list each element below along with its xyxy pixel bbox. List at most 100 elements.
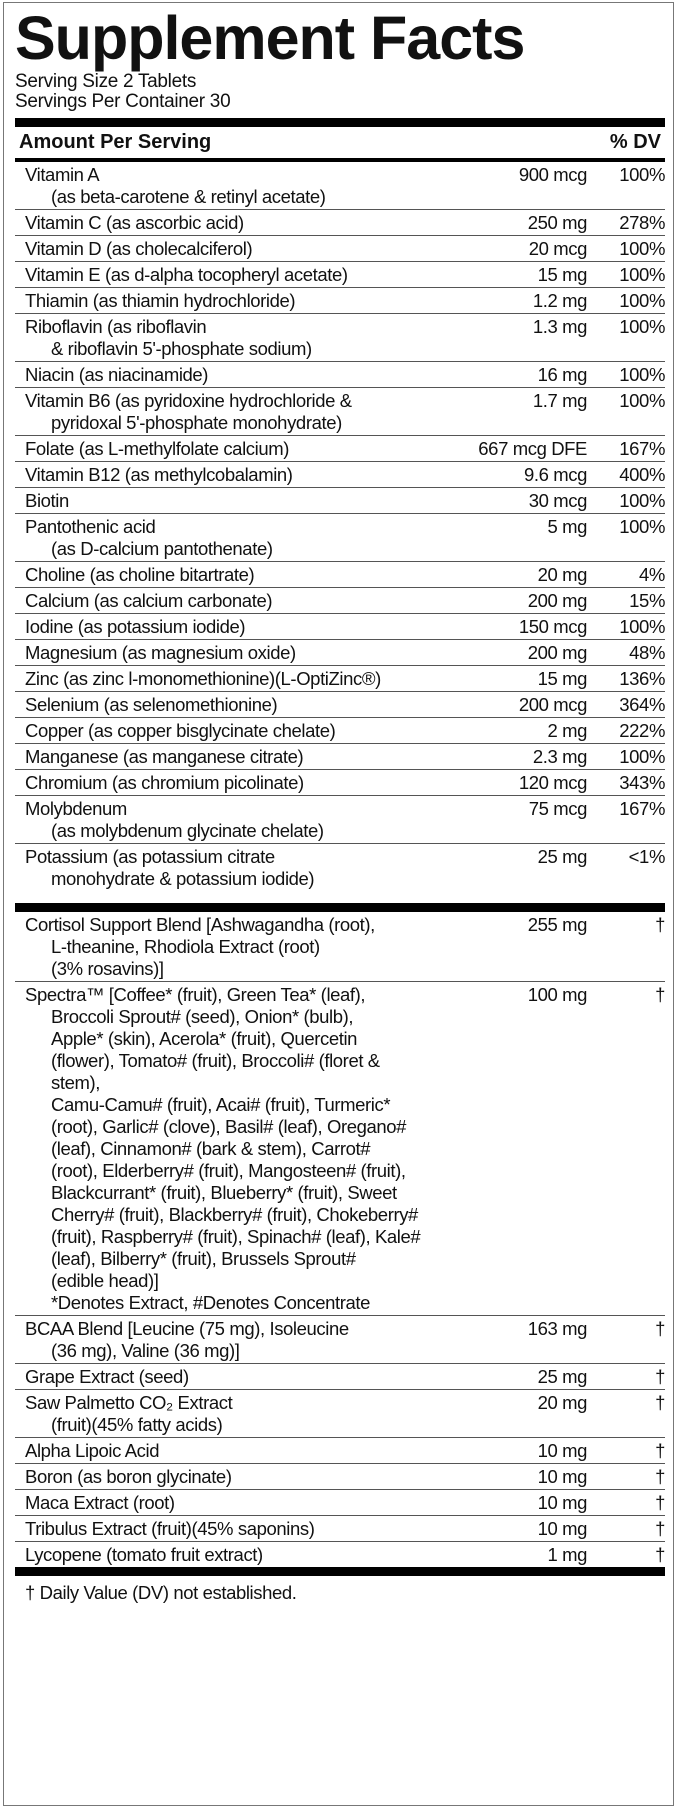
ingredient-detail-line: (as beta-carotene & retinyl acetate) xyxy=(51,186,326,207)
ingredient-name: Cortisol Support Blend [Ashwagandha (roo… xyxy=(15,914,427,980)
ingredient-row: Vitamin E (as d-alpha tocopheryl acetate… xyxy=(15,262,665,288)
ingredient-dv: 100% xyxy=(619,364,665,385)
ingredient-amount: 20 mcg xyxy=(528,238,588,259)
ingredient-name: Zinc (as zinc l-monomethionine)(L-OptiZi… xyxy=(15,668,427,690)
ingredient-row: Maca Extract (root) 10 mg † xyxy=(15,1490,665,1516)
ingredient-dv: 100% xyxy=(619,616,665,637)
ingredient-name-line: Saw Palmetto CO₂ Extract xyxy=(25,1392,233,1413)
ingredient-name: Selenium (as selenomethionine) xyxy=(15,694,427,716)
ingredient-row: Boron (as boron glycinate) 10 mg † xyxy=(15,1464,665,1490)
ingredient-row: Cortisol Support Blend [Ashwagandha (roo… xyxy=(15,912,665,982)
ingredient-name: Folate (as L-methylfolate calcium) xyxy=(15,438,427,460)
ingredient-amount: 100 mg xyxy=(527,984,588,1005)
ingredient-name: Potassium (as potassium citrate monohydra… xyxy=(15,846,427,890)
ingredient-name: Thiamin (as thiamin hydrochloride) xyxy=(15,290,427,312)
ingredient-dv: † xyxy=(655,1366,665,1387)
ingredient-amount: 15 mg xyxy=(537,264,588,285)
ingredient-amount: 255 mg xyxy=(527,914,588,935)
amount-per-serving-header: Amount Per Serving xyxy=(19,131,212,153)
dv-header: % DV xyxy=(609,131,661,153)
vitamins-minerals-section: Vitamin A (as beta-carotene & retinyl ace… xyxy=(15,162,665,903)
ingredient-detail-line: (3% rosavins)] xyxy=(51,958,164,979)
ingredient-row: Vitamin A (as beta-carotene & retinyl ace… xyxy=(15,162,665,210)
ingredient-amount: 120 mcg xyxy=(518,772,588,793)
ingredient-detail-line: & riboflavin 5'-phosphate sodium) xyxy=(51,338,312,359)
ingredient-row: Molybdenum (as molybdenum glycinate chela… xyxy=(15,796,665,844)
ingredient-detail-line: (36 mg), Valine (36 mg)] xyxy=(51,1340,240,1361)
ingredient-name: Tribulus Extract (fruit)(45% saponins) xyxy=(15,1518,427,1540)
ingredient-dv: 343% xyxy=(619,772,665,793)
ingredient-name-line: Folate (as L-methylfolate calcium) xyxy=(25,438,289,459)
ingredient-row: Saw Palmetto CO₂ Extract (fruit)(45% fatt… xyxy=(15,1390,665,1438)
ingredient-detail-line: Cherry# (fruit), Blackberry# (fruit), Ch… xyxy=(51,1204,418,1225)
thick-divider xyxy=(15,1567,665,1576)
blends-section: Cortisol Support Blend [Ashwagandha (roo… xyxy=(15,912,665,1567)
ingredient-amount: 1.3 mg xyxy=(532,316,588,337)
ingredient-name: Choline (as choline bitartrate) xyxy=(15,564,427,586)
ingredient-name-line: BCAA Blend [Leucine (75 mg), Isoleucine xyxy=(25,1318,349,1339)
ingredient-dv: 100% xyxy=(619,516,665,537)
ingredient-name: Copper (as copper bisglycinate chelate) xyxy=(15,720,427,742)
ingredient-name-line: Riboflavin (as riboflavin xyxy=(25,316,207,337)
thick-divider xyxy=(15,903,665,912)
ingredient-detail-line: (root), Garlic# (clove), Basil# (leaf), … xyxy=(51,1116,407,1137)
ingredient-dv: 100% xyxy=(619,290,665,311)
ingredient-detail-line: Broccoli Sprout# (seed), Onion* (bulb), xyxy=(51,1006,354,1027)
thick-divider xyxy=(15,118,665,127)
ingredient-name: Niacin (as niacinamide) xyxy=(15,364,427,386)
ingredient-name-line: Choline (as choline bitartrate) xyxy=(25,564,255,585)
ingredient-name: Saw Palmetto CO₂ Extract (fruit)(45% fatt… xyxy=(15,1392,427,1436)
ingredient-name-line: Magnesium (as magnesium oxide) xyxy=(25,642,296,663)
ingredient-name: Vitamin B6 (as pyridoxine hydrochloride … xyxy=(15,390,427,434)
ingredient-row: Iodine (as potassium iodide) 150 mcg 100% xyxy=(15,614,665,640)
ingredient-name-line: Vitamin A xyxy=(25,164,100,185)
ingredient-row: Choline (as choline bitartrate) 20 mg 4% xyxy=(15,562,665,588)
ingredient-amount: 20 mg xyxy=(537,564,588,585)
ingredient-dv: † xyxy=(655,914,665,935)
ingredient-name-line: Maca Extract (root) xyxy=(25,1492,175,1513)
ingredient-dv: † xyxy=(655,1466,665,1487)
ingredient-amount: 25 mg xyxy=(537,1366,588,1387)
ingredient-row: Pantothenic acid (as D-calcium pantothena… xyxy=(15,514,665,562)
ingredient-amount: 25 mg xyxy=(537,846,588,867)
ingredient-name-line: Manganese (as manganese citrate) xyxy=(25,746,304,767)
ingredient-amount: 1.2 mg xyxy=(532,290,588,311)
ingredient-dv: 167% xyxy=(619,798,665,819)
ingredient-name-line: Boron (as boron glycinate) xyxy=(25,1466,232,1487)
ingredient-dv: 222% xyxy=(619,720,665,741)
ingredient-amount: 200 mcg xyxy=(518,694,588,715)
ingredient-amount: 2.3 mg xyxy=(532,746,588,767)
ingredient-name: Magnesium (as magnesium oxide) xyxy=(15,642,427,664)
ingredient-row: Vitamin B6 (as pyridoxine hydrochloride … xyxy=(15,388,665,436)
ingredient-dv: 100% xyxy=(619,390,665,411)
ingredient-row: Spectra™ [Coffee* (fruit), Green Tea* (l… xyxy=(15,982,665,1316)
ingredient-dv: 136% xyxy=(619,668,665,689)
thin-divider xyxy=(15,158,665,162)
ingredient-dv: 364% xyxy=(619,694,665,715)
ingredient-name: Lycopene (tomato fruit extract) xyxy=(15,1544,427,1566)
ingredient-name-line: Alpha Lipoic Acid xyxy=(25,1440,160,1461)
ingredient-amount: 16 mg xyxy=(537,364,588,385)
section-gap xyxy=(15,891,665,903)
ingredient-amount: 30 mcg xyxy=(528,490,588,511)
ingredient-name: Vitamin B12 (as methylcobalamin) xyxy=(15,464,427,486)
ingredient-name-line: Vitamin E (as d-alpha tocopheryl acetate… xyxy=(25,264,348,285)
ingredient-name: Maca Extract (root) xyxy=(15,1492,427,1514)
ingredient-row: Thiamin (as thiamin hydrochloride) 1.2 mg… xyxy=(15,288,665,314)
ingredient-amount: 150 mcg xyxy=(518,616,588,637)
ingredient-name-line: Vitamin B6 (as pyridoxine hydrochloride … xyxy=(25,390,352,411)
ingredient-row: Vitamin D (as cholecalciferol) 20 mcg 100% xyxy=(15,236,665,262)
ingredient-name-line: Vitamin D (as cholecalciferol) xyxy=(25,238,253,259)
ingredient-name: Vitamin D (as cholecalciferol) xyxy=(15,238,427,260)
ingredient-dv: 100% xyxy=(619,746,665,767)
ingredient-name: Molybdenum (as molybdenum glycinate chela… xyxy=(15,798,427,842)
ingredient-name-line: Molybdenum xyxy=(25,798,127,819)
ingredient-name-line: Iodine (as potassium iodide) xyxy=(25,616,246,637)
ingredient-name-line: Selenium (as selenomethionine) xyxy=(25,694,278,715)
ingredient-dv: † xyxy=(655,1392,665,1413)
ingredient-amount: 163 mg xyxy=(527,1318,588,1339)
ingredient-name-line: Cortisol Support Blend [Ashwagandha (roo… xyxy=(25,914,375,935)
ingredient-name-line: Zinc (as zinc l-monomethionine)(L-OptiZi… xyxy=(25,668,381,689)
ingredient-dv: † xyxy=(655,1518,665,1539)
ingredient-name-line: Potassium (as potassium citrate xyxy=(25,846,275,867)
